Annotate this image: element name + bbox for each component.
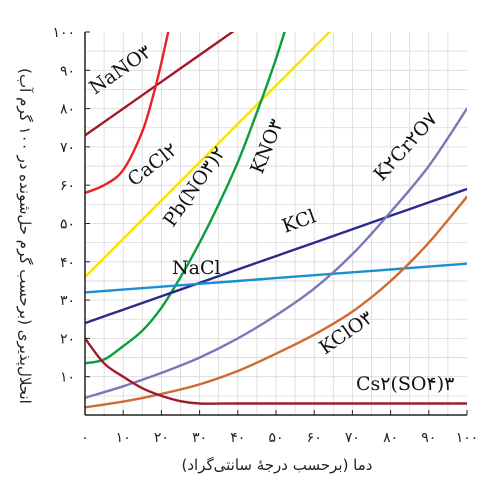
series-label: NaCl: [172, 257, 221, 279]
series-label: KCl: [279, 205, 319, 237]
x-tick-label: ۸۰: [383, 430, 398, 446]
x-tick-label: ۱۰: [116, 430, 131, 446]
y-axis-ticks: ۱۰ ۲۰ ۳۰ ۴۰ ۵۰ ۶۰ ۷۰ ۸۰ ۹۰ ۱۰۰: [52, 25, 90, 386]
series-label: Cs۲(SO۴)۳: [356, 373, 454, 395]
y-axis-title: انحلال‌پذیری (برحسب گرم حل‌شونده در ۱۰۰ …: [15, 68, 34, 404]
series-line: [85, 107, 467, 399]
x-tick-label: ۷۰: [345, 430, 360, 446]
series-line: [85, 337, 467, 405]
x-axis-title: دما (برحسب درجهٔ سانتی‌گراد): [182, 456, 373, 474]
x-tick-label: ۱۰۰: [456, 430, 479, 446]
series-line: [85, 187, 467, 325]
y-tick-label: ۶۰: [60, 178, 75, 194]
y-tick-label: ۴۰: [60, 255, 75, 271]
y-tick-label: ۱۰: [60, 370, 75, 386]
y-tick-label: ۸۰: [60, 102, 75, 118]
y-tick-label: ۷۰: [60, 140, 75, 156]
x-tick-label: ۵۰: [268, 430, 283, 446]
series-line: [85, 32, 286, 365]
y-tick-label: ۹۰: [60, 63, 75, 79]
series-curves: [85, 32, 467, 409]
y-tick-label: ۲۰: [60, 331, 75, 347]
x-tick-label: ۲۰: [154, 430, 169, 446]
x-axis-ticks: ۰ ۱۰ ۲۰ ۳۰ ۴۰ ۵۰ ۶۰ ۷۰ ۸۰ ۹۰ ۱۰۰: [81, 410, 478, 446]
series-line: [85, 32, 235, 137]
x-tick-label: ۰: [81, 430, 89, 446]
x-tick-label: ۳۰: [192, 430, 207, 446]
series-line: [85, 32, 332, 279]
x-tick-label: ۴۰: [230, 430, 245, 446]
x-tick-label: ۶۰: [307, 430, 322, 446]
y-tick-label: ۳۰: [60, 293, 75, 309]
y-tick-label: ۵۰: [60, 217, 75, 233]
grid: [85, 32, 467, 415]
x-tick-label: ۹۰: [421, 430, 436, 446]
series-line: [85, 262, 467, 294]
y-tick-label: ۱۰۰: [52, 25, 75, 41]
series-line: [85, 32, 170, 195]
series-line: [85, 195, 467, 409]
